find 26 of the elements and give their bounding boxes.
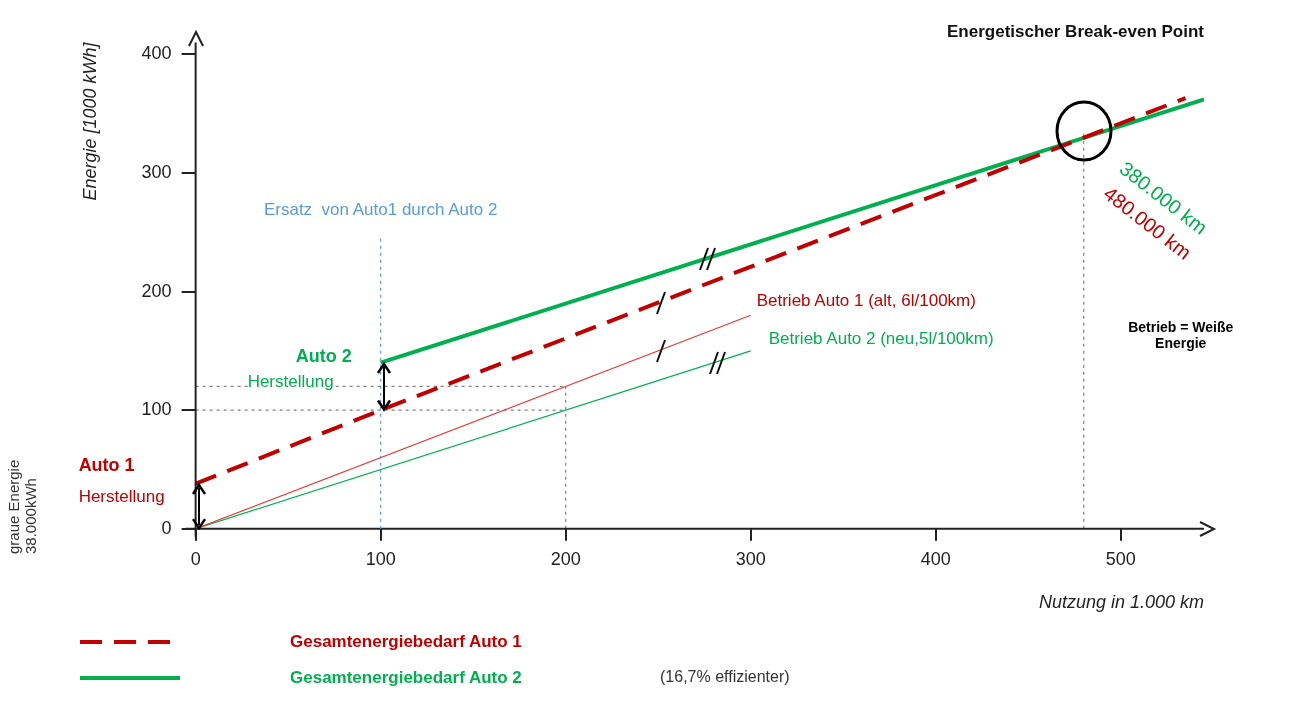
y-axis-title: Energie [1000 kWh] — [79, 41, 100, 201]
ref-line-label: Ersatz von Auto1 durch Auto 2 — [262, 198, 499, 221]
annotation: Betrieb Auto 1 (alt, 6l/100km) — [756, 291, 976, 311]
y-tick-label: 400 — [141, 43, 172, 64]
annotation: Herstellung — [247, 371, 334, 392]
x-tick-label: 300 — [735, 548, 766, 569]
x-tick-label: 400 — [920, 548, 951, 569]
text: graue Energie 38.000kWh — [5, 458, 40, 554]
annotation: Auto 2 — [295, 345, 352, 367]
x-tick-label: 200 — [550, 548, 581, 569]
text: Auto 1 — [78, 454, 135, 476]
text: Herstellung — [78, 486, 165, 507]
x-axis-title: Nutzung in 1.000 km — [1038, 592, 1205, 613]
x-tick-label: 100 — [365, 548, 396, 569]
text: Gesamtenergiebedarf Auto 2 — [290, 668, 522, 688]
annotation: Betrieb = Weiße Energie — [1127, 318, 1235, 351]
text: Gesamtenergiebedarf Auto 1 — [290, 632, 522, 652]
x-tick-label: 0 — [190, 548, 201, 569]
y-tick-label: 0 — [161, 517, 172, 538]
annotation: Betrieb Auto 2 (neu,5l/100km) — [768, 328, 994, 349]
y-tick-label: 200 — [141, 280, 172, 301]
text: (16,7% effizienter) — [660, 668, 790, 687]
x-tick-label: 500 — [1105, 548, 1136, 569]
y-tick-label: 100 — [141, 399, 172, 420]
chart-title: Energetischer Break-even Point — [947, 21, 1205, 41]
y-tick-label: 300 — [141, 161, 172, 182]
